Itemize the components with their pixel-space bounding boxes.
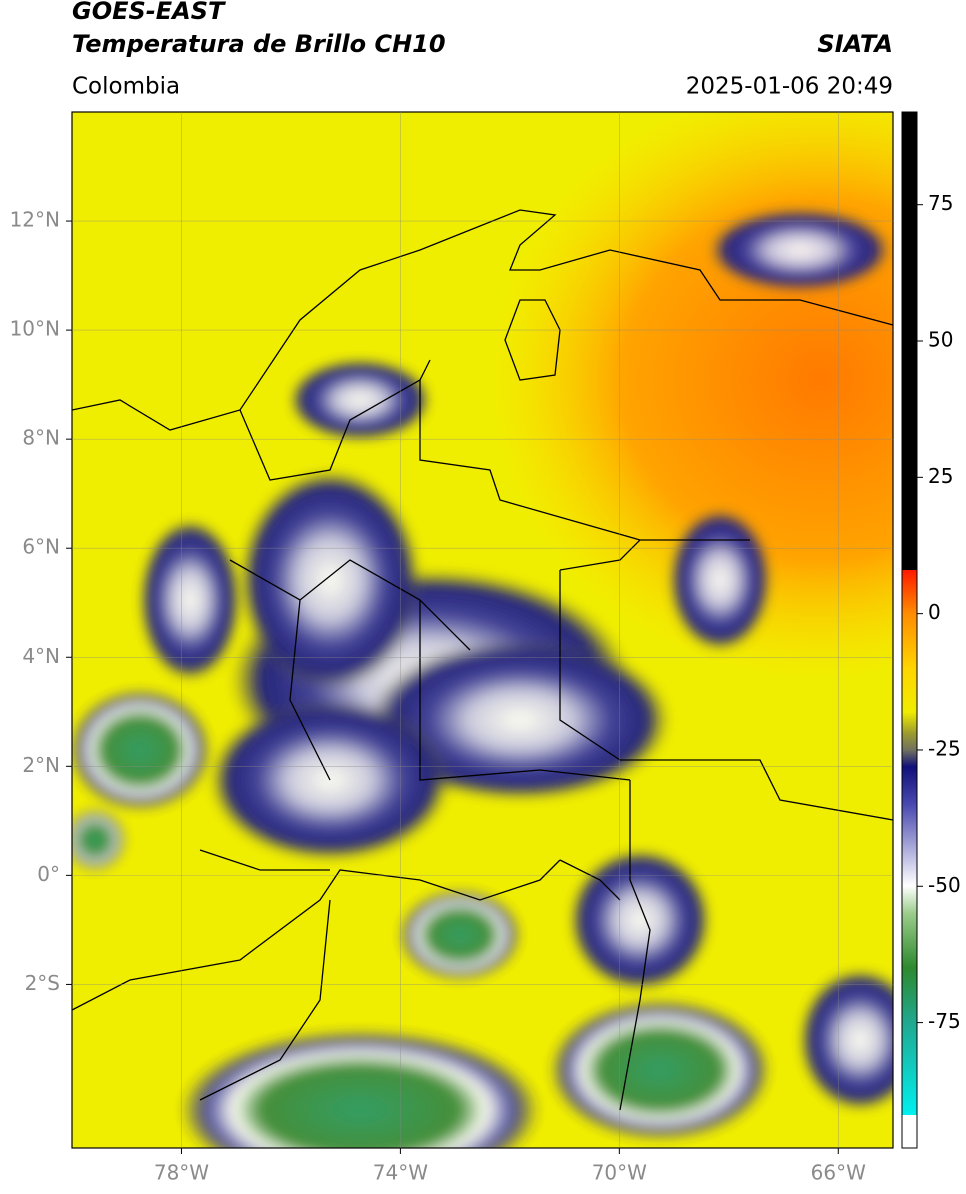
datetime: 2025-01-06 20:49 xyxy=(686,74,893,100)
colorbar-tick-label: -50 xyxy=(928,873,961,897)
x-tick-label: 74°W xyxy=(373,1161,428,1185)
y-tick-label: 2°N xyxy=(22,753,60,777)
satellite-image xyxy=(72,112,893,1148)
y-tick-label: 0° xyxy=(37,862,60,886)
y-tick-label: 4°N xyxy=(22,644,60,668)
satellite: GOES-EAST xyxy=(72,0,226,25)
colorbar-tick-label: -25 xyxy=(928,736,961,760)
colorbar-tick-label: 50 xyxy=(928,328,953,352)
y-tick-label: 12°N xyxy=(10,208,60,232)
colorbar-tick-label: 75 xyxy=(928,191,953,215)
colorbar xyxy=(901,111,918,1149)
y-tick-label: 6°N xyxy=(22,535,60,559)
colorbar-tick-label: -75 xyxy=(928,1009,961,1033)
region: Colombia xyxy=(72,74,180,100)
x-tick-label: 70°W xyxy=(592,1161,647,1185)
y-tick-label: 2°S xyxy=(25,971,60,995)
x-tick-label: 78°W xyxy=(154,1161,209,1185)
product: Temperatura de Brillo CH10 xyxy=(72,30,446,58)
colorbar-tick-label: 0 xyxy=(928,600,941,624)
y-tick-label: 8°N xyxy=(22,426,60,450)
map-frame xyxy=(71,111,894,1149)
y-tick-label: 10°N xyxy=(10,317,60,341)
colorbar-tick-label: 25 xyxy=(928,464,953,488)
x-tick-label: 66°W xyxy=(811,1161,866,1185)
source: SIATA xyxy=(817,30,893,58)
